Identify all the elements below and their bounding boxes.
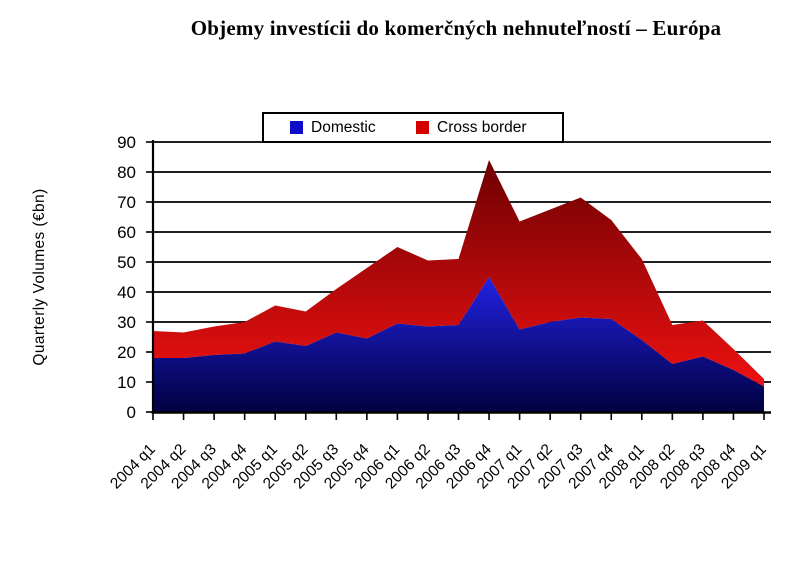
y-axis-tick-label: 50	[117, 253, 136, 272]
domestic-swatch-icon	[290, 121, 303, 134]
y-axis-tick-label: 0	[127, 403, 136, 422]
y-axis-tick-label: 90	[117, 133, 136, 152]
axes	[146, 140, 771, 420]
cross-border-swatch-icon	[416, 121, 429, 134]
domestic-area	[153, 277, 764, 412]
chart-title: Objemy investícii do komerčných nehnuteľ…	[190, 16, 722, 40]
legend-entry-domestic: Domestic	[290, 114, 376, 141]
y-axis-tick-label: 10	[117, 373, 136, 392]
legend-entry-cross-border: Cross border	[416, 114, 527, 141]
y-axis-tick-label: 40	[117, 283, 136, 302]
legend-label-domestic: Domestic	[311, 118, 376, 136]
y-axis-tick-label: 70	[117, 193, 136, 212]
legend-label-cross-border: Cross border	[437, 118, 527, 136]
y-axis-tick-label: 60	[117, 223, 136, 242]
cross-border-area	[153, 160, 764, 387]
area-series	[153, 160, 764, 412]
legend: Domestic Cross border	[262, 112, 564, 143]
y-axis-tick-label: 30	[117, 313, 136, 332]
y-axis-tick-label: 20	[117, 343, 136, 362]
y-axis-tick-label: 80	[117, 163, 136, 182]
